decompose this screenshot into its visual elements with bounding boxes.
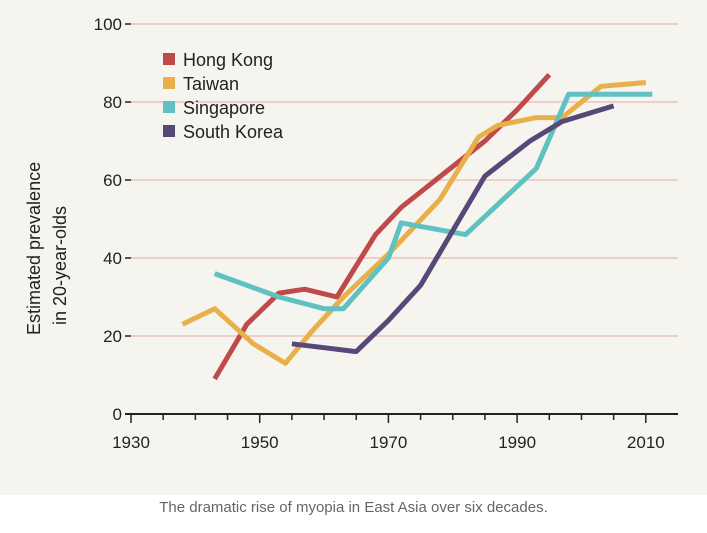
series-lines <box>181 73 653 381</box>
y-tick-label-60: 60 <box>103 171 122 190</box>
myopia-chart: 0 20 40 60 80 100 1930 1950 1970 1990 2010 Hong K… <box>0 0 707 495</box>
y-tick-label-0: 0 <box>113 405 122 424</box>
legend-label-hong-kong: Hong Kong <box>183 50 273 70</box>
series-line-hong-kong <box>212 73 552 381</box>
x-tick-label-1950: 1950 <box>241 433 279 452</box>
y-tick-label-80: 80 <box>103 93 122 112</box>
gridlines <box>131 23 678 337</box>
legend-swatch-south-korea <box>163 125 175 137</box>
chart-canvas: 0 20 40 60 80 100 1930 1950 1970 1990 2010 Hong K… <box>24 15 678 452</box>
legend-label-taiwan: Taiwan <box>183 74 239 94</box>
y-tick-label-100: 100 <box>94 15 122 34</box>
y-axis-title-line-2: in 20-year-olds <box>50 206 70 325</box>
y-axis-title-line-1: Estimated prevalence <box>24 162 44 335</box>
y-tick-labels: 0 20 40 60 80 100 <box>94 15 122 424</box>
legend-label-south-korea: South Korea <box>183 122 284 142</box>
x-tick-label-1970: 1970 <box>369 433 407 452</box>
series-line-singapore <box>213 91 653 312</box>
x-tick-label-1930: 1930 <box>112 433 150 452</box>
y-tick-label-20: 20 <box>103 327 122 346</box>
y-tick-label-40: 40 <box>103 249 122 268</box>
legend-swatch-singapore <box>163 101 175 113</box>
legend-label-singapore: Singapore <box>183 98 265 118</box>
figure-caption: The dramatic rise of myopia in East Asia… <box>159 499 548 516</box>
legend-swatch-hong-kong <box>163 53 175 65</box>
legend-swatch-taiwan <box>163 77 175 89</box>
x-axis <box>125 23 678 423</box>
x-tick-labels: 1930 1950 1970 1990 2010 <box>112 433 665 452</box>
x-tick-label-1990: 1990 <box>498 433 536 452</box>
series-line-south-korea <box>291 103 615 355</box>
x-tick-label-2010: 2010 <box>627 433 665 452</box>
legend: Hong Kong Taiwan Singapore South Korea <box>163 50 284 142</box>
